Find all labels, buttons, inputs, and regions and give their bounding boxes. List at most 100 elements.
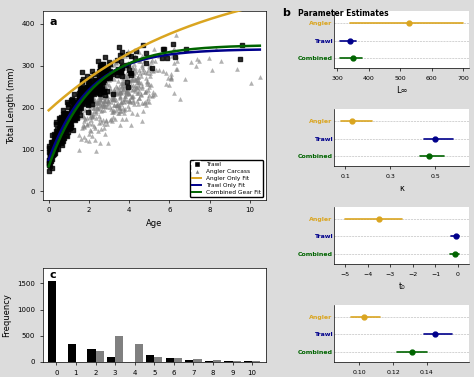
Point — [133, 75, 141, 81]
Point — [122, 61, 130, 67]
Point — [91, 77, 99, 83]
Point — [116, 52, 124, 58]
Point — [118, 84, 126, 90]
Point — [124, 84, 131, 90]
Text: c: c — [49, 271, 56, 280]
Point — [69, 98, 76, 104]
Point — [95, 99, 103, 105]
Point — [118, 64, 126, 70]
Point — [135, 89, 143, 95]
Point — [133, 111, 140, 117]
Point — [88, 117, 95, 123]
Point — [152, 91, 159, 97]
Point — [52, 121, 60, 127]
Point — [46, 163, 54, 169]
Point — [121, 106, 128, 112]
Point — [117, 99, 125, 105]
Point — [100, 77, 108, 83]
Point — [134, 74, 142, 80]
Point — [64, 122, 71, 128]
Point — [113, 67, 121, 73]
Point — [127, 70, 135, 76]
Point — [79, 76, 87, 82]
Point — [256, 74, 264, 80]
Point — [61, 110, 69, 116]
Point — [46, 153, 54, 159]
Point — [115, 73, 122, 79]
Point — [114, 68, 121, 74]
Point — [110, 62, 118, 68]
Point — [83, 98, 91, 104]
Point — [95, 113, 103, 119]
Point — [92, 107, 100, 113]
Point — [83, 94, 91, 100]
Point — [127, 84, 134, 90]
Point — [115, 44, 123, 50]
Point — [57, 123, 65, 129]
Point — [68, 107, 75, 113]
Point — [139, 69, 147, 75]
Point — [141, 58, 148, 64]
Point — [70, 113, 77, 119]
Point — [100, 79, 107, 85]
Point — [55, 136, 62, 142]
Point — [109, 71, 116, 77]
Point — [45, 168, 53, 174]
Point — [133, 98, 140, 104]
Point — [79, 122, 87, 128]
Point — [126, 70, 134, 76]
Point — [48, 145, 56, 151]
Point — [51, 150, 59, 156]
Point — [118, 49, 126, 55]
Point — [117, 89, 124, 95]
Point — [114, 66, 121, 72]
Point — [87, 84, 95, 90]
Point — [130, 61, 138, 67]
X-axis label: L∞: L∞ — [396, 86, 408, 95]
Point — [79, 78, 86, 84]
Point — [195, 58, 202, 64]
Point — [123, 91, 130, 97]
Point — [113, 57, 120, 63]
Point — [105, 74, 113, 80]
Point — [60, 123, 68, 129]
Bar — [224, 361, 233, 362]
Point — [75, 107, 82, 113]
Point — [139, 42, 146, 48]
Point — [55, 133, 62, 139]
Point — [106, 85, 114, 91]
Point — [112, 59, 120, 65]
Point — [96, 105, 103, 111]
Point — [111, 116, 119, 122]
Point — [141, 69, 149, 75]
Point — [129, 97, 137, 103]
Point — [87, 98, 95, 104]
Point — [93, 86, 101, 92]
Point — [110, 87, 118, 93]
Point — [78, 87, 86, 93]
Point — [66, 120, 73, 126]
Point — [131, 55, 138, 61]
Point — [97, 70, 104, 76]
Point — [122, 71, 129, 77]
Point — [148, 65, 155, 71]
Point — [96, 61, 103, 67]
Point — [118, 58, 125, 64]
Point — [72, 106, 79, 112]
Point — [107, 88, 114, 94]
Point — [120, 80, 128, 86]
Point — [87, 128, 94, 134]
Point — [99, 117, 106, 123]
Point — [93, 84, 100, 90]
Point — [98, 63, 105, 69]
Point — [66, 121, 73, 127]
Point — [82, 88, 90, 94]
Bar — [205, 361, 213, 362]
Point — [129, 82, 137, 88]
Point — [162, 70, 170, 76]
Point — [163, 55, 171, 61]
Point — [55, 133, 62, 139]
Point — [153, 67, 160, 74]
Point — [98, 86, 106, 92]
Point — [70, 112, 77, 118]
